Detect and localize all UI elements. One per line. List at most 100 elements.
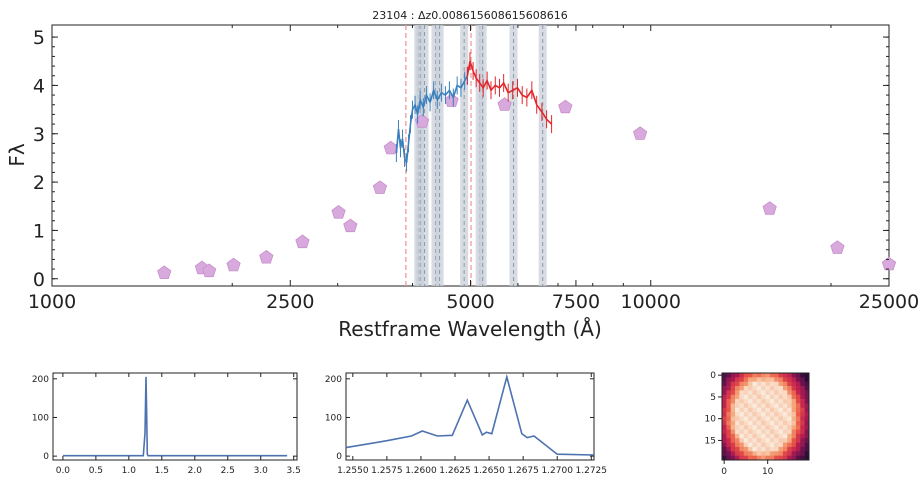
inset-line (345, 373, 595, 456)
image-pixel (795, 381, 801, 387)
image-pixel (782, 390, 788, 396)
image-pixel (730, 420, 736, 426)
inset-x-tick-label: 1.2550 (337, 466, 369, 476)
image-pixel (761, 425, 766, 430)
image-pixel (761, 407, 766, 413)
image-pixel (782, 420, 788, 426)
image-pixel (743, 442, 749, 448)
image-pixel (800, 373, 805, 378)
image-pixel (726, 399, 731, 404)
image-pixel (722, 446, 727, 452)
image-pixel (778, 442, 784, 448)
image-pixel (791, 425, 797, 430)
image-pixel (774, 442, 779, 448)
image-pixel (748, 455, 753, 461)
image-pixel (743, 429, 749, 435)
image-pixel (778, 390, 784, 396)
image-pixel (795, 394, 801, 400)
image-pixel (752, 416, 758, 422)
image-pixel (804, 412, 810, 417)
image-pixel (761, 455, 766, 461)
image-pixel (743, 377, 749, 382)
image-pixel (748, 412, 753, 417)
photometry-point (881, 256, 897, 271)
image-pixel (726, 386, 731, 391)
image-pixel (782, 403, 788, 409)
image-pixel (722, 455, 727, 461)
photometry-point (414, 114, 430, 128)
image-pixel (722, 399, 727, 404)
image-pixel (782, 377, 788, 382)
image-pixel (765, 399, 771, 404)
image-pixel (730, 377, 736, 382)
image-pixel (765, 438, 771, 443)
image-pixel (765, 373, 771, 378)
inset-x-tick-label: 3.5 (287, 466, 301, 476)
image-pixel (787, 412, 792, 417)
image-pixel (726, 433, 731, 439)
image-pixel (769, 399, 775, 404)
grey-band (420, 25, 429, 286)
image-pixel (756, 442, 762, 448)
image-pixel (765, 420, 771, 426)
image-pixel (769, 433, 775, 439)
image-pixel (782, 394, 788, 400)
image-pixel (752, 399, 758, 404)
main-chart: 1000 2500 5000 7500 10000 25000 0 1 2 3 4 5 23104 … (5, 9, 919, 341)
image-pixel (787, 433, 792, 439)
image-pixel (791, 399, 797, 404)
image-pixel (722, 381, 727, 387)
inset2-x-ticks: 1.2550 1.2575 1.2600 1.2625 1.2650 1.2675 1.27… (337, 373, 607, 476)
image-pixel (804, 420, 810, 426)
image-pixel (730, 399, 736, 404)
image-pixel (774, 373, 779, 378)
image-pixel (765, 403, 771, 409)
image-pixel (765, 394, 771, 400)
inset1-series (62, 376, 288, 457)
image-pixel (765, 416, 771, 422)
image-pixel (769, 394, 775, 400)
image-pixel (735, 446, 740, 452)
image-pixel (739, 451, 745, 456)
inset-y-tick-label: 100 (32, 413, 49, 423)
image-pixel (748, 420, 753, 426)
image-pixel (722, 433, 727, 439)
image-pixel (748, 446, 753, 452)
image-pixel (743, 451, 749, 456)
image-pixel (769, 442, 775, 448)
image-pixel (800, 438, 805, 443)
image-y-ticks: 0 5 10 15 (705, 371, 722, 446)
image-pixel (739, 381, 745, 387)
image-pixel (761, 390, 766, 396)
image-pixel (722, 412, 727, 417)
image-panel: 0 10 0 5 10 15 (705, 371, 810, 477)
grey-band (538, 25, 547, 286)
x-axis-label: Restframe Wavelength (Å) (338, 317, 602, 341)
image-pixel (752, 433, 758, 439)
image-pixel (787, 386, 792, 391)
image-pixel (722, 373, 727, 378)
inset-y-tick-label: 200 (325, 375, 342, 385)
image-pixel (761, 399, 766, 404)
inset-x-tick-label: 2.5 (221, 466, 235, 476)
image-pixel (726, 412, 731, 417)
image-pixel (743, 438, 749, 443)
image-pixel (787, 381, 792, 387)
image-pixel (756, 390, 762, 396)
image-pixel (735, 403, 740, 409)
image-pixel (778, 399, 784, 404)
image-pixel (787, 420, 792, 426)
y-axis-label: Fλ (5, 143, 29, 167)
image-pixel (778, 381, 784, 387)
image-pixel (800, 433, 805, 439)
image-pixel (774, 403, 779, 409)
image-pixel (778, 377, 784, 382)
photometry-point (331, 205, 346, 219)
image-pixel (774, 381, 779, 387)
image-pixel (800, 394, 805, 400)
image-pixel (730, 451, 736, 456)
image-pixel (761, 433, 766, 439)
image-pixel (769, 438, 775, 443)
image-pixel (735, 386, 740, 391)
image-pixel (722, 438, 727, 443)
